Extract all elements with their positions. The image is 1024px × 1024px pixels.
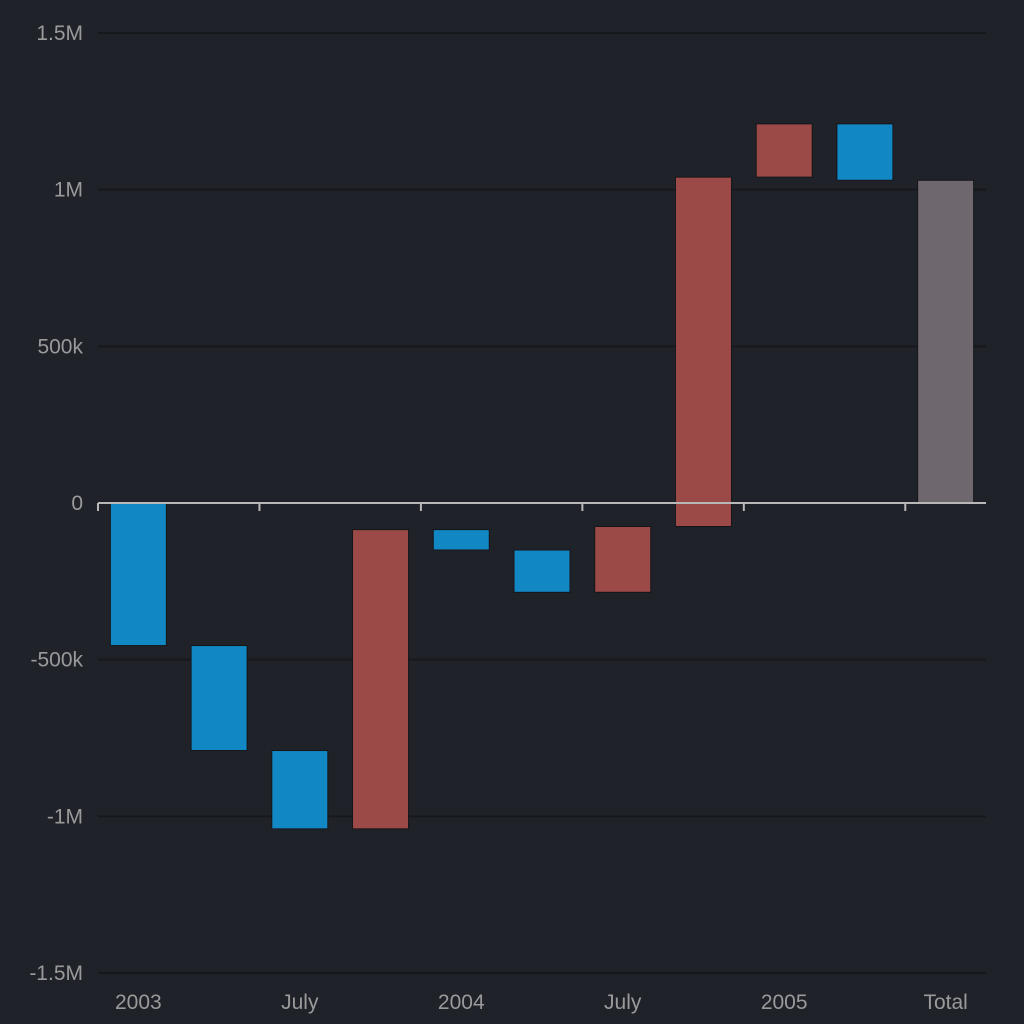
y-tick-label: 1.5M [36,22,83,45]
bar-decrease [190,645,248,752]
bars [109,123,975,830]
x-axis-labels: 2003 July 2004 July 2005 Total [115,991,968,1014]
bar-decrease [271,750,329,830]
y-tick-label: -1.5M [29,962,83,985]
bar-decrease [836,123,894,181]
y-axis-labels: 1.5M 1M 500k 0 -500k -1M -1.5M [29,22,83,985]
y-tick-label: 500k [37,335,83,358]
y-tick-label: 1M [54,179,83,202]
bar-total [917,179,975,504]
x-tick-label: July [604,991,642,1014]
bar-decrease [109,502,167,647]
bar-decrease [513,549,571,593]
bar-increase [594,526,652,593]
bar-increase [755,123,813,178]
x-axis [97,502,986,511]
x-tick-label: Total [923,991,967,1014]
x-tick-label: 2004 [438,991,485,1014]
x-tick-label: July [281,991,319,1014]
bar-decrease [432,529,490,551]
y-tick-label: -1M [47,805,83,828]
bar-increase [352,529,410,830]
y-tick-label: -500k [30,649,83,672]
bar-increase [674,176,732,527]
y-tick-label: 0 [71,492,83,515]
x-tick-label: 2003 [115,991,162,1014]
x-tick-label: 2005 [761,991,808,1014]
